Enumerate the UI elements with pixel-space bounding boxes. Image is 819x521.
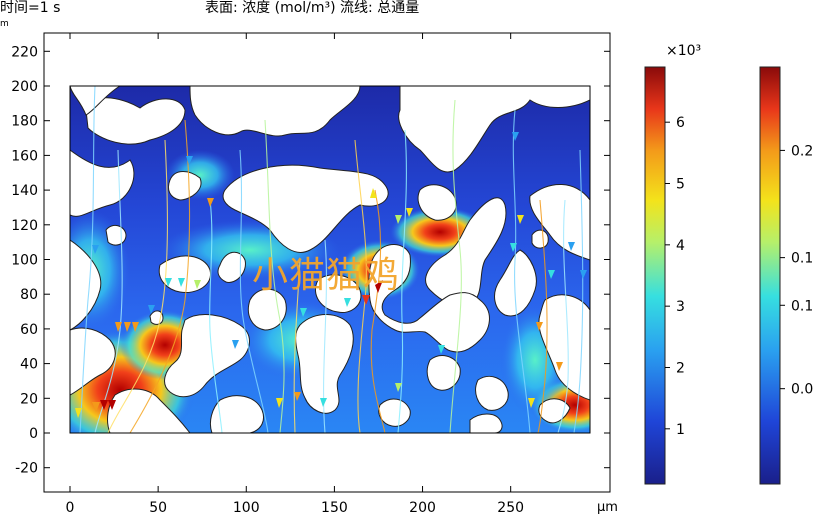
colorbar-tick-label: 0.1 [791, 251, 813, 267]
colorbar-tick-label: 5 [676, 177, 685, 193]
y-tick-label: 0 [29, 426, 38, 442]
y-tick-label: 200 [11, 79, 38, 95]
colorbar-multiplier: ×10³ [666, 43, 701, 59]
y-tick-label: 160 [11, 148, 38, 164]
colorbar-flux-ticks: 0.0 0.1 0.1 0.2 [780, 143, 813, 398]
plot-title: 表面: 浓度 (mol/m³) 流线: 总通量 [205, 0, 420, 16]
y-tick-label: 60 [20, 322, 38, 338]
colorbar-tick-label: 1 [676, 422, 685, 438]
axes-frame [43, 32, 611, 493]
colorbar-tick-label: 2 [676, 360, 685, 376]
y-tick-label: 140 [11, 183, 38, 199]
colorbar-tick-label: 0.1 [791, 298, 813, 314]
x-tick-label: 100 [233, 500, 260, 516]
y-tick-label: 80 [20, 287, 38, 303]
y-tick-label: 120 [11, 218, 38, 234]
colorbar-tick-label: 0.2 [791, 143, 813, 159]
y-tick-label: 180 [11, 114, 38, 130]
colorbar-tick-label: 3 [676, 299, 685, 315]
colorbar-tick-label: 6 [676, 115, 685, 131]
watermark: 小猫猫鸡 [252, 255, 401, 296]
x-tick-label: 200 [409, 500, 436, 516]
x-tick-label: 50 [149, 500, 167, 516]
colorbar-concentration [644, 66, 666, 485]
colorbar-tick-label: 4 [676, 238, 685, 254]
y-tick-label: 40 [20, 357, 38, 373]
colorbar-tick-label: 0.0 [791, 382, 813, 398]
streamline-arrows [75, 132, 587, 418]
y-tick-label: 100 [11, 253, 38, 269]
y-tick-label: 20 [20, 391, 38, 407]
time-label: 时间=1 s [0, 0, 61, 16]
colorbar-concentration-ticks: 1 2 3 4 5 6 [665, 115, 685, 438]
x-tick-label: 150 [321, 500, 348, 516]
x-axis-unit: µm [597, 500, 618, 515]
y-tick-label: -20 [15, 461, 38, 477]
x-axis: 0 50 100 150 200 250 [66, 33, 524, 516]
y-axis: -20 0 20 40 60 80 100 120 140 160 180 200 220 [11, 44, 610, 477]
heatmap-domain [70, 86, 590, 433]
x-tick-label: 0 [66, 500, 75, 516]
colorbar-flux [759, 66, 781, 485]
domain-border [69, 85, 591, 434]
x-tick-label: 250 [497, 500, 524, 516]
y-tick-label: 220 [11, 44, 38, 60]
y-axis-unit-fragment: m [0, 19, 9, 29]
